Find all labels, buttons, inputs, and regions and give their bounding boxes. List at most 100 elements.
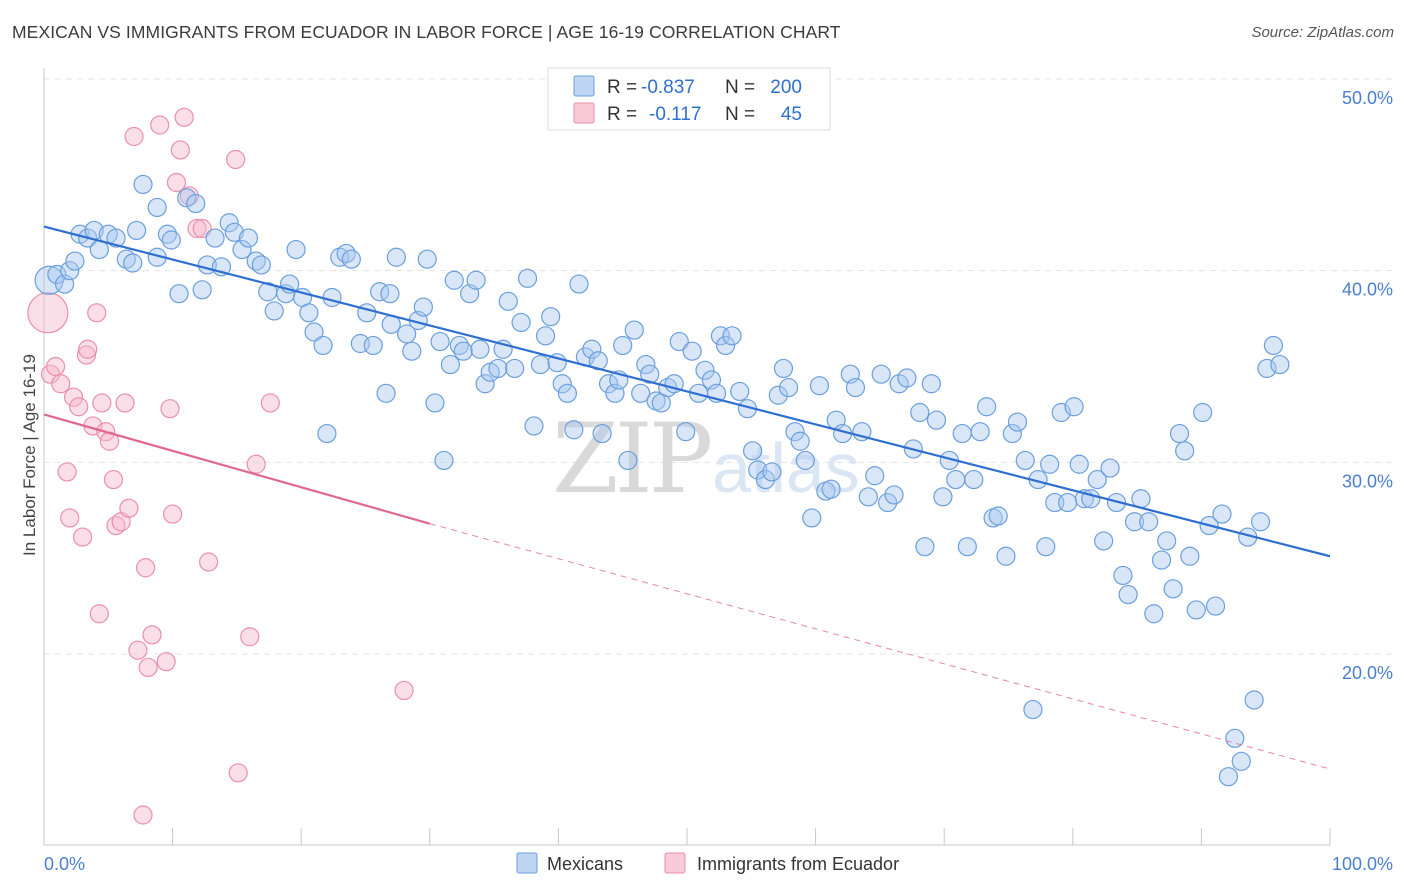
mexicans-point	[123, 253, 143, 273]
mexicans-point	[762, 462, 782, 482]
axes	[43, 68, 1331, 846]
ecuador-point	[119, 498, 139, 518]
ecuador-point	[45, 356, 66, 377]
ecuador-point	[150, 115, 170, 135]
mexicans-point	[317, 423, 337, 444]
mexicans-point	[926, 410, 947, 430]
mexicans-point	[386, 247, 406, 267]
mexicans-point	[47, 264, 67, 285]
mexicans-point	[748, 460, 768, 480]
mexicans-point	[425, 393, 445, 413]
mexicans-point	[669, 331, 689, 352]
ecuador-point	[69, 397, 89, 417]
mexicans-point	[299, 303, 319, 323]
mexicans-point	[773, 358, 794, 379]
stats-n-value-mexicans: 200	[770, 77, 802, 98]
mexicans-point	[219, 213, 239, 233]
ecuador-point	[199, 552, 219, 572]
mexicans-point	[952, 423, 972, 444]
stats-n-value-ecuador: 45	[781, 104, 802, 125]
ecuador-point	[89, 604, 109, 624]
mexicans-point	[1257, 358, 1277, 379]
ecuador-point	[124, 126, 144, 147]
mexicans-point	[169, 284, 189, 304]
y-tick-label: 30.0%	[1342, 471, 1393, 491]
mexicans-point	[1225, 728, 1245, 748]
y-tick-label: 50.0%	[1342, 88, 1393, 108]
ecuador-point	[115, 393, 135, 413]
mexicans-point	[592, 423, 612, 444]
mexicans-point	[1169, 423, 1190, 444]
stats-legend-swatch-ecuador	[573, 102, 595, 124]
mexicans-point	[1036, 537, 1056, 557]
mexicans-point	[1124, 512, 1145, 532]
mexicans-point	[1193, 402, 1213, 423]
stats-legend-swatch-mexicans	[573, 75, 595, 97]
mexicans-point	[453, 341, 473, 361]
trend-lines	[43, 225, 1331, 770]
mexicans-point	[1040, 454, 1060, 474]
mexicans-point	[430, 331, 450, 352]
mexicans-point	[1218, 767, 1239, 787]
watermark: ZIP atlas	[552, 403, 860, 515]
mexicans-point	[1094, 531, 1114, 551]
mexicans-point	[1151, 550, 1172, 570]
mexicans-point	[444, 270, 464, 290]
mexicans-series	[34, 174, 1290, 787]
ecuador-point	[226, 149, 246, 170]
mexicans-point	[884, 485, 904, 505]
mexicans-point	[977, 397, 997, 417]
mexicans-point	[569, 274, 589, 294]
mexicans-point	[511, 312, 531, 333]
mexicans-point	[60, 261, 80, 281]
mexicans-point	[475, 374, 495, 394]
stats-r-label-ecuador: R =	[607, 104, 637, 125]
mexicans-point	[466, 270, 486, 290]
mexicans-point	[363, 335, 383, 356]
ecuador-point	[78, 339, 98, 359]
legend-swatch-ecuador	[664, 852, 686, 874]
mexicans-point	[778, 377, 799, 398]
mexicans-point	[286, 239, 306, 260]
mexicans-point	[1144, 604, 1164, 624]
mexicans-point	[1015, 450, 1035, 471]
ecuador-point	[76, 345, 97, 365]
mexicans-point	[535, 326, 556, 346]
mexicans-point	[505, 358, 525, 379]
ecuador-point	[246, 454, 266, 474]
mexicans-point	[715, 335, 736, 356]
ecuador-point	[260, 393, 280, 413]
mexicans-point	[1023, 699, 1043, 720]
mexicans-point	[640, 364, 660, 384]
mexicans-point	[624, 320, 644, 340]
mexicans-point	[380, 284, 400, 304]
mexicans-point	[530, 354, 550, 375]
mexicans-point	[1175, 441, 1195, 461]
stats-r-value-ecuador: -0.117	[649, 104, 701, 125]
stats-legend: R = -0.837 N = 200 R = -0.117 N = 45	[547, 67, 831, 131]
ecuador-point	[87, 303, 107, 323]
gridlines	[44, 78, 1392, 655]
mexicans-point	[682, 341, 702, 361]
mexicans-point	[313, 335, 333, 356]
mexicans-point	[845, 377, 866, 398]
mexicans-point	[871, 364, 891, 384]
ecuador-point	[228, 763, 248, 783]
x-tick-label-min: 0.0%	[44, 854, 85, 874]
mexicans-trend-line	[43, 225, 1331, 558]
ecuador-point	[72, 527, 93, 547]
chart-source: Source: ZipAtlas.com	[1251, 24, 1394, 41]
mexicans-point	[488, 358, 508, 379]
ecuador-point	[133, 805, 153, 825]
mexicans-point	[1263, 335, 1284, 356]
mexicans-point	[238, 228, 259, 248]
x-tick-label-max: 100.0%	[1332, 854, 1393, 874]
ecuador-trend-line	[43, 413, 431, 525]
mexicans-point	[636, 354, 656, 375]
mexicans-point	[865, 466, 885, 486]
mexicans-point	[676, 422, 696, 442]
mexicans-point	[1139, 512, 1159, 532]
ecuador-point	[57, 462, 77, 482]
ecuador-point	[187, 218, 207, 239]
